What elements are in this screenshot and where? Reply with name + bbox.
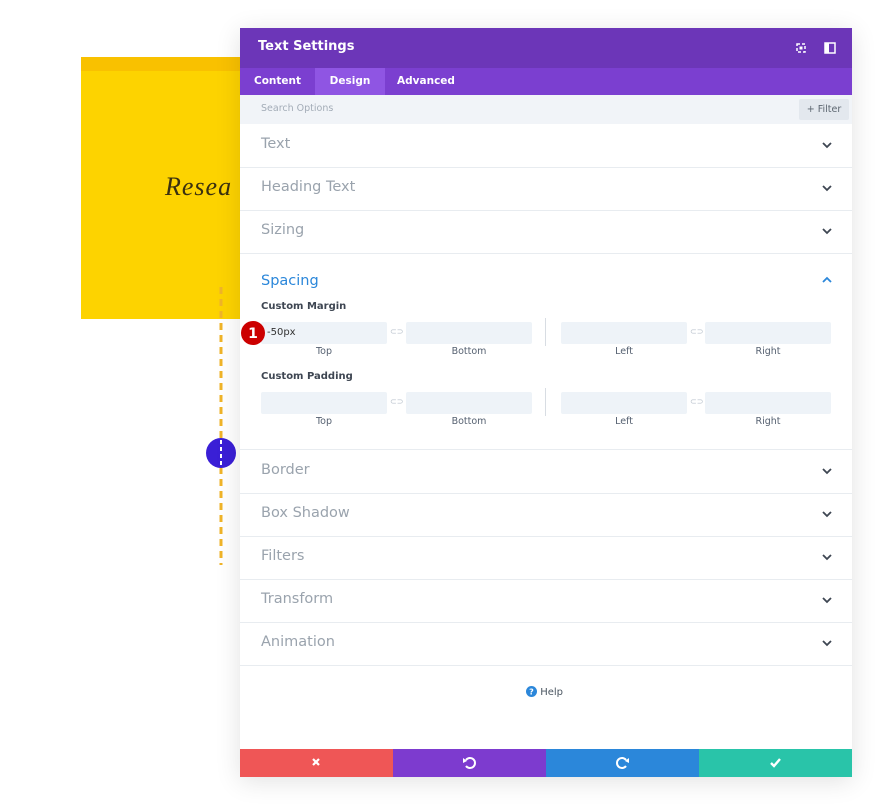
chevron <box>822 554 832 561</box>
field-label: Right <box>755 346 781 357</box>
link-icon[interactable]: ⊂⊃ <box>690 397 704 406</box>
discard-button[interactable] <box>240 749 393 777</box>
section-title: Text <box>261 136 291 152</box>
redo-button[interactable] <box>546 749 699 777</box>
section-toggle[interactable]: Filters <box>240 536 852 580</box>
section-toggle[interactable]: Heading Text <box>240 167 852 211</box>
card-stripe <box>81 57 240 71</box>
help-icon: ? <box>526 686 537 697</box>
help-text: Help <box>540 687 563 698</box>
link-icon[interactable]: ⊂⊃ <box>690 327 704 336</box>
divider <box>545 318 546 346</box>
annotation-badge: 1 <box>241 321 265 345</box>
filter-plus: + <box>806 104 818 115</box>
drag-handle[interactable] <box>206 438 236 468</box>
group-label: Custom Margin <box>261 301 347 312</box>
section-title: Filters <box>261 548 305 564</box>
input-field[interactable]: -50px <box>261 322 387 344</box>
section-title: Sizing <box>261 222 305 238</box>
settings-modal: Text Settings Content Design Advanced Sear… <box>240 28 852 777</box>
section-title: Box Shadow <box>261 505 350 521</box>
field-label: Bottom <box>451 346 487 357</box>
tab[interactable]: Content <box>253 75 302 87</box>
sidebar-icon[interactable] <box>824 42 836 54</box>
divider <box>545 388 546 416</box>
badge-number: 1 <box>248 326 258 342</box>
input-field[interactable] <box>705 322 831 344</box>
help-link[interactable]: ? Help <box>526 686 563 698</box>
field-label: Top <box>315 416 333 427</box>
section-title[interactable]: Spacing <box>261 273 319 289</box>
chevron <box>822 228 832 235</box>
field-label: Left <box>615 416 633 427</box>
tab-bar: Content Design Advanced <box>240 68 852 95</box>
svg-text:?: ? <box>529 688 534 697</box>
section-toggle[interactable]: Box Shadow <box>240 493 852 537</box>
input-field[interactable] <box>561 392 687 414</box>
input-field[interactable] <box>261 392 387 414</box>
save-button[interactable] <box>699 749 852 777</box>
tab[interactable]: Design <box>315 68 385 95</box>
card-text: Resea <box>165 172 233 201</box>
section-toggle[interactable]: Animation <box>240 622 852 666</box>
section-title: Animation <box>261 634 335 650</box>
modal-title: Text Settings <box>258 39 355 54</box>
section-title: Transform <box>261 591 334 607</box>
input-field[interactable] <box>406 322 532 344</box>
spacing-indicator <box>206 287 236 565</box>
input-field[interactable] <box>561 322 687 344</box>
section-toggle[interactable]: Transform <box>240 579 852 623</box>
search-bar: Search Options + Filter <box>240 95 852 124</box>
chevron <box>822 511 832 518</box>
input-field[interactable] <box>406 392 532 414</box>
field-label: Bottom <box>451 416 487 427</box>
search-input[interactable]: Search Options <box>261 103 334 114</box>
section-toggle[interactable]: Text <box>240 124 852 168</box>
chevron <box>822 142 832 149</box>
field-label: Top <box>315 346 333 357</box>
tab[interactable]: Advanced <box>397 75 455 87</box>
filter-button[interactable]: + Filter <box>799 99 849 120</box>
yellow-card <box>81 57 240 319</box>
field-label: Right <box>755 416 781 427</box>
link-icon[interactable]: ⊂⊃ <box>390 397 404 406</box>
open-section: Spacing Custom Margin -50px Top ⊂⊃ Bottom Left… <box>240 253 852 450</box>
section-toggle[interactable]: Border <box>240 450 852 494</box>
section-toggle[interactable]: Sizing <box>240 210 852 254</box>
chevron <box>822 640 832 647</box>
section-title: Heading Text <box>261 179 356 195</box>
group-label: Custom Padding <box>261 371 353 382</box>
expand-icon[interactable] <box>795 42 807 54</box>
field-label: Left <box>615 346 633 357</box>
section-title: Border <box>261 462 310 478</box>
chevron <box>822 597 832 604</box>
input-field[interactable] <box>705 392 831 414</box>
chevron <box>822 276 832 283</box>
modal-header: Text Settings <box>240 28 852 68</box>
chevron <box>822 185 832 192</box>
undo-button[interactable] <box>393 749 546 777</box>
link-icon[interactable]: ⊂⊃ <box>390 327 404 336</box>
chevron <box>822 468 832 475</box>
filter-label: Filter <box>817 104 842 115</box>
